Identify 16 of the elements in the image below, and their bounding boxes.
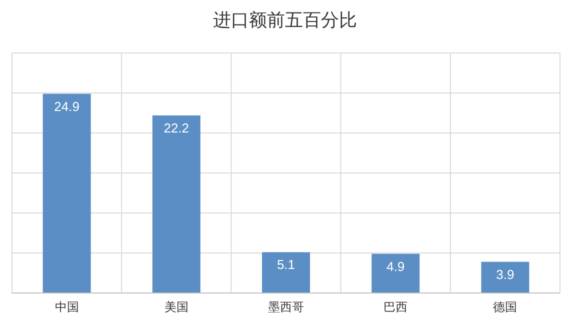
bar	[152, 115, 200, 293]
x-tick-label: 墨西哥	[268, 300, 304, 314]
x-tick-label: 德国	[493, 300, 518, 314]
data-label: 24.9	[54, 98, 80, 114]
bar	[481, 262, 530, 293]
x-tick-label: 美国	[164, 300, 188, 314]
bar	[372, 254, 420, 293]
chart-title: 进口额前五百分比	[213, 10, 357, 30]
x-tick-label: 巴西	[384, 300, 408, 314]
data-label: 22.2	[164, 120, 190, 136]
bar	[42, 94, 91, 293]
data-label: 4.9	[386, 258, 405, 274]
x-tick-label: 中国	[54, 300, 79, 314]
data-label: 5.1	[276, 257, 296, 272]
data-label: 3.9	[496, 266, 514, 282]
bar	[262, 252, 310, 293]
